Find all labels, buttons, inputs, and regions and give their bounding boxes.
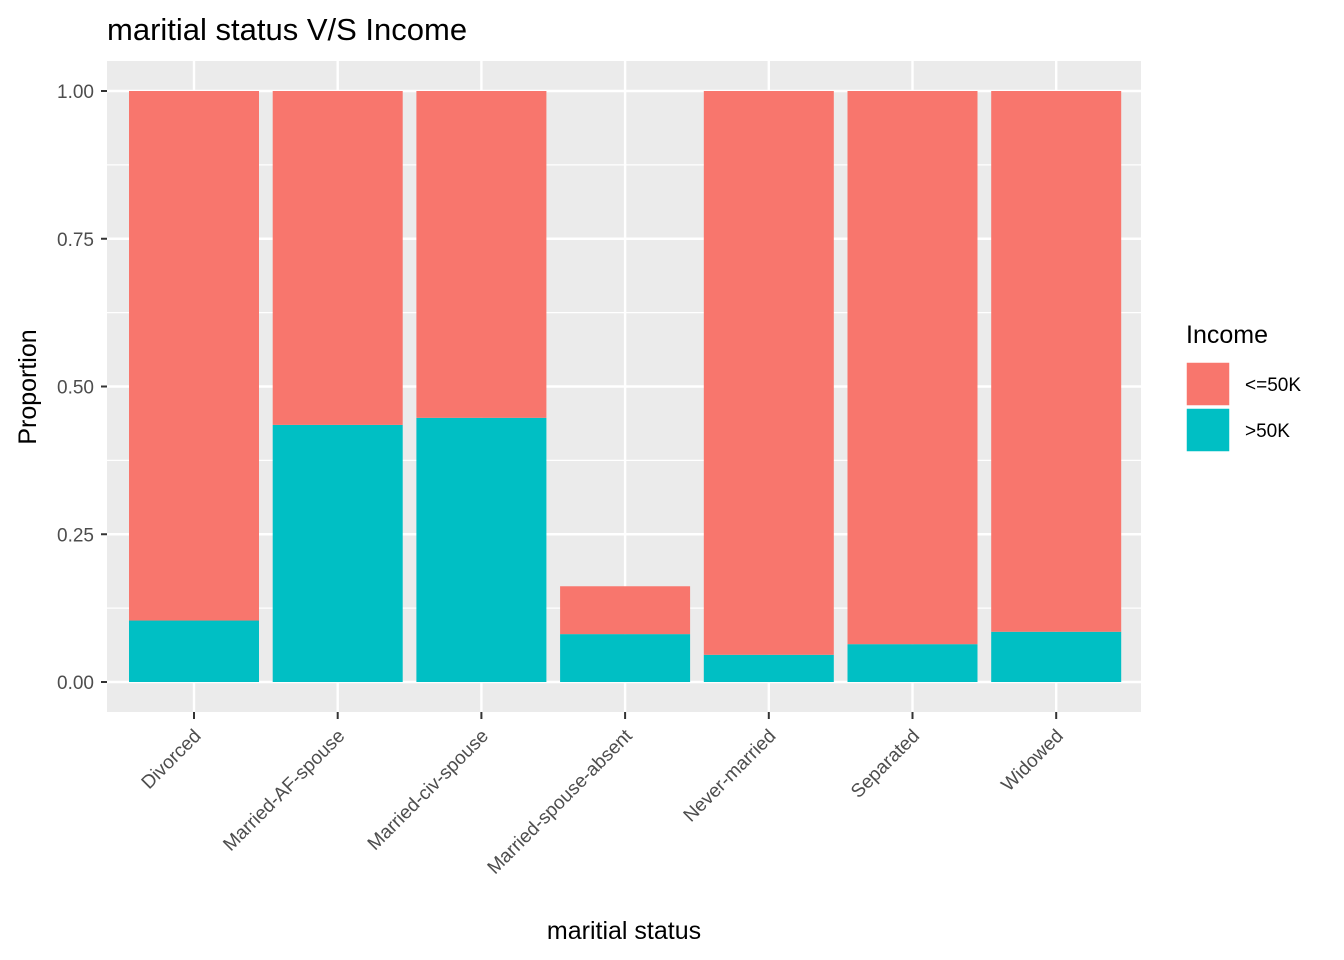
y-tick-label: 0.00 [57, 673, 94, 694]
bar-segment [560, 634, 691, 682]
bar-segment [272, 91, 403, 425]
x-tick-label: Married-civ-spouse [364, 726, 493, 855]
x-tick-label: Never-married [680, 726, 781, 827]
y-tick-label: 0.75 [57, 230, 94, 251]
x-axis-title: maritial status [547, 917, 701, 945]
y-tick-label: 1.00 [57, 82, 94, 103]
bar-segment [991, 631, 1122, 682]
bar-segment [129, 91, 259, 621]
legend-key [1185, 361, 1231, 407]
bar-segment [991, 91, 1122, 632]
x-tick-label: Married-spouse-absent [484, 725, 638, 879]
legend-title: Income [1186, 321, 1268, 349]
bar-segment [847, 644, 978, 682]
bar-segment [703, 91, 834, 655]
legend: Income <=50K >50K [1185, 321, 1301, 453]
x-tick-label: Widowed [998, 726, 1068, 796]
x-tick-label: Married-AF-spouse [219, 726, 349, 856]
y-tick-label: 0.25 [57, 525, 94, 546]
bars [129, 91, 1122, 682]
bar-segment [129, 620, 259, 682]
bar-segment [416, 417, 547, 682]
y-axis-title: Proportion [14, 329, 42, 444]
legend-label: <=50K [1245, 375, 1301, 396]
x-tick-label: Separated [847, 726, 924, 803]
bar-segment [703, 654, 834, 682]
bar-segment [272, 424, 403, 682]
bar-segment [416, 91, 547, 418]
y-axis: 0.00 0.25 0.50 0.75 1.00 [57, 82, 107, 694]
bar-segment [847, 91, 978, 645]
x-axis: Divorced Married-AF-spouse Married-civ-spo… [138, 712, 1068, 879]
bar-segment [560, 586, 691, 635]
legend-label: >50K [1245, 421, 1290, 442]
x-tick-label: Divorced [138, 726, 206, 794]
chart-title: maritial status V/S Income [107, 12, 467, 47]
y-tick-label: 0.50 [57, 378, 94, 399]
legend-key [1185, 407, 1231, 453]
